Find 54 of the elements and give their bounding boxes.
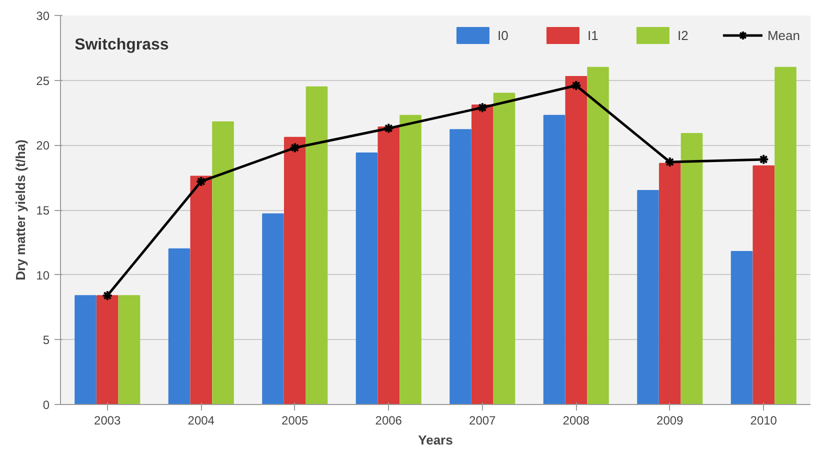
- bar: [680, 132, 703, 404]
- legend-label: I0: [497, 28, 510, 42]
- point: [476, 102, 488, 114]
- y-tick-label: 5: [42, 333, 50, 348]
- point: [289, 142, 300, 154]
- legend-label: I1: [587, 28, 600, 42]
- x-tick-label: 2005: [282, 414, 309, 428]
- bar: [96, 295, 118, 404]
- legend-label: Mean: [767, 28, 800, 42]
- bar: [378, 126, 400, 404]
- point: [383, 122, 394, 134]
- bar: [587, 66, 609, 404]
- bar: [284, 136, 306, 404]
- x-tick-label: 2009: [656, 414, 684, 428]
- text: Switchgrass: [74, 36, 169, 54]
- bar: [774, 66, 796, 404]
- point: [196, 176, 207, 187]
- y-tick-label: 25: [36, 74, 50, 88]
- bar: [493, 92, 516, 404]
- bar: [658, 162, 681, 404]
- x-tick-label: 2003: [94, 414, 122, 428]
- x-axis-title: Years: [418, 432, 453, 448]
- point: [102, 290, 113, 302]
- y-tick-label: 30: [36, 9, 50, 23]
- bar: [212, 121, 234, 404]
- bar: [471, 104, 494, 404]
- bar: [74, 295, 96, 404]
- bar: [450, 129, 472, 404]
- bar: [752, 165, 775, 404]
- point: [570, 80, 582, 92]
- bar: [400, 114, 422, 404]
- bar: [262, 213, 284, 404]
- y-tick-label: 10: [36, 268, 50, 282]
- point: [758, 154, 770, 165]
- y-tick-label: 0: [42, 398, 50, 412]
- point: [664, 156, 676, 168]
- bar: [356, 152, 378, 404]
- y-tick-label: 15: [36, 204, 50, 218]
- x-tick-label: 2008: [562, 414, 590, 428]
- bar: [168, 248, 190, 404]
- x-tick-label: 2007: [469, 414, 496, 428]
- y-axis-title: Dry matter yields (t/ha): [13, 140, 28, 280]
- bar: [565, 76, 588, 404]
- bar: [730, 250, 753, 404]
- x-tick-label: 2006: [375, 414, 402, 428]
- bar: [543, 114, 566, 404]
- bar: [118, 295, 140, 404]
- y-tick-label: 20: [36, 138, 50, 153]
- legend-label: I2: [677, 28, 690, 42]
- bar: [637, 190, 659, 404]
- x-tick-label: 2010: [750, 414, 778, 428]
- x-tick-label: 2004: [188, 414, 215, 428]
- bar: [190, 176, 212, 404]
- bar: [306, 86, 328, 404]
